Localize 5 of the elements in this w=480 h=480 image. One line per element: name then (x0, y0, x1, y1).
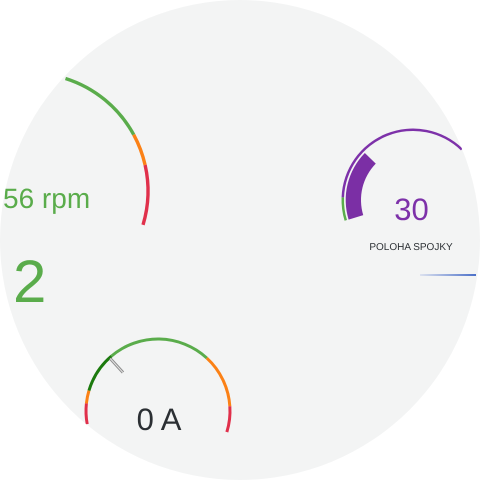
text: 2 (13, 248, 46, 315)
text: POLOHA SPOJKY (369, 242, 453, 253)
text: 56 rpm (3, 182, 90, 214)
text: 0 A (136, 402, 182, 437)
text: 30 (394, 192, 429, 228)
